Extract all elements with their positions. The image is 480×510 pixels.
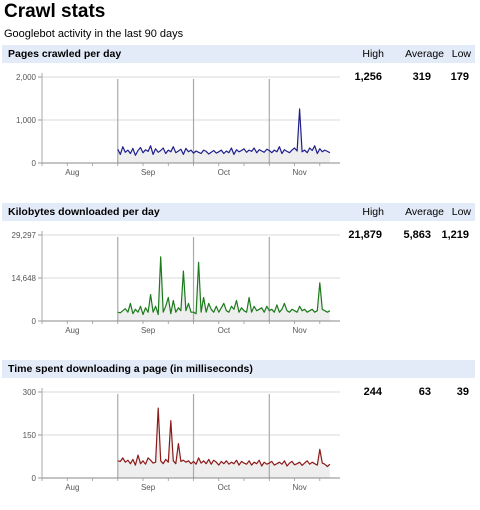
average-header: Average bbox=[405, 206, 444, 218]
low-value: 1,219 bbox=[441, 229, 469, 241]
month-label: Aug bbox=[65, 326, 79, 335]
month-label: Nov bbox=[292, 483, 306, 492]
average-value: 319 bbox=[412, 71, 431, 83]
section-title: Pages crawled per day bbox=[8, 48, 122, 60]
high-value: 1,256 bbox=[354, 71, 382, 83]
month-label: Oct bbox=[218, 483, 231, 492]
month-label: Sep bbox=[141, 483, 156, 492]
y-tick-label: 0 bbox=[32, 159, 37, 168]
low-header: Low bbox=[451, 206, 471, 218]
section-title: Kilobytes downloaded per day bbox=[8, 206, 160, 218]
average-value: 5,863 bbox=[403, 229, 431, 241]
series-line bbox=[117, 108, 331, 156]
month-label: Oct bbox=[218, 326, 231, 335]
series-line bbox=[117, 256, 331, 316]
y-tick-label: 150 bbox=[23, 431, 37, 440]
series-line bbox=[117, 407, 331, 468]
month-label: Aug bbox=[65, 483, 79, 492]
month-label: Nov bbox=[292, 168, 306, 177]
time-spent-chart: 0 150 300 Aug Sep Oct Nov bbox=[23, 388, 340, 492]
high-header: High bbox=[362, 206, 384, 218]
y-tick-label: 0 bbox=[32, 317, 37, 326]
y-tick-label: 2,000 bbox=[16, 73, 37, 82]
section-header-bar: Pages crawled per day High Average Low bbox=[2, 45, 475, 63]
low-value: 179 bbox=[450, 71, 469, 83]
high-header: High bbox=[362, 48, 384, 60]
pages-crawled-section: Pages crawled per day High Average Low 1… bbox=[0, 45, 480, 195]
y-tick-label: 29,297 bbox=[12, 231, 37, 240]
area-fill bbox=[117, 256, 330, 321]
pages-crawled-chart: 0 1,000 2,000 Aug Sep Oct Nov bbox=[16, 73, 340, 177]
section-header-bar: Time spent downloading a page (in millis… bbox=[2, 360, 475, 378]
month-label: Sep bbox=[141, 326, 156, 335]
high-value: 244 bbox=[363, 386, 382, 398]
y-tick-label: 0 bbox=[32, 474, 37, 483]
area-fill bbox=[117, 408, 330, 478]
area-fill bbox=[117, 109, 330, 163]
page-subtitle: Googlebot activity in the last 90 days bbox=[4, 28, 184, 40]
low-value: 39 bbox=[456, 386, 469, 398]
section-header-bar: Kilobytes downloaded per day High Averag… bbox=[2, 203, 475, 221]
kilobytes-chart: 0 14,648 29,297 Aug Sep Oct Nov bbox=[12, 231, 340, 335]
page-title: Crawl stats bbox=[4, 1, 106, 22]
kilobytes-section: Kilobytes downloaded per day High Averag… bbox=[0, 203, 480, 353]
average-value: 63 bbox=[418, 386, 431, 398]
low-header: Low bbox=[451, 48, 471, 60]
time-spent-section: Time spent downloading a page (in millis… bbox=[0, 360, 480, 510]
section-title: Time spent downloading a page (in millis… bbox=[8, 363, 253, 375]
month-label: Aug bbox=[65, 168, 79, 177]
y-tick-label: 300 bbox=[23, 388, 37, 397]
month-label: Oct bbox=[218, 168, 231, 177]
average-header: Average bbox=[405, 48, 444, 60]
y-tick-label: 1,000 bbox=[16, 116, 37, 125]
month-label: Sep bbox=[141, 168, 156, 177]
y-tick-label: 14,648 bbox=[12, 274, 37, 283]
high-value: 21,879 bbox=[348, 229, 382, 241]
month-label: Nov bbox=[292, 326, 306, 335]
